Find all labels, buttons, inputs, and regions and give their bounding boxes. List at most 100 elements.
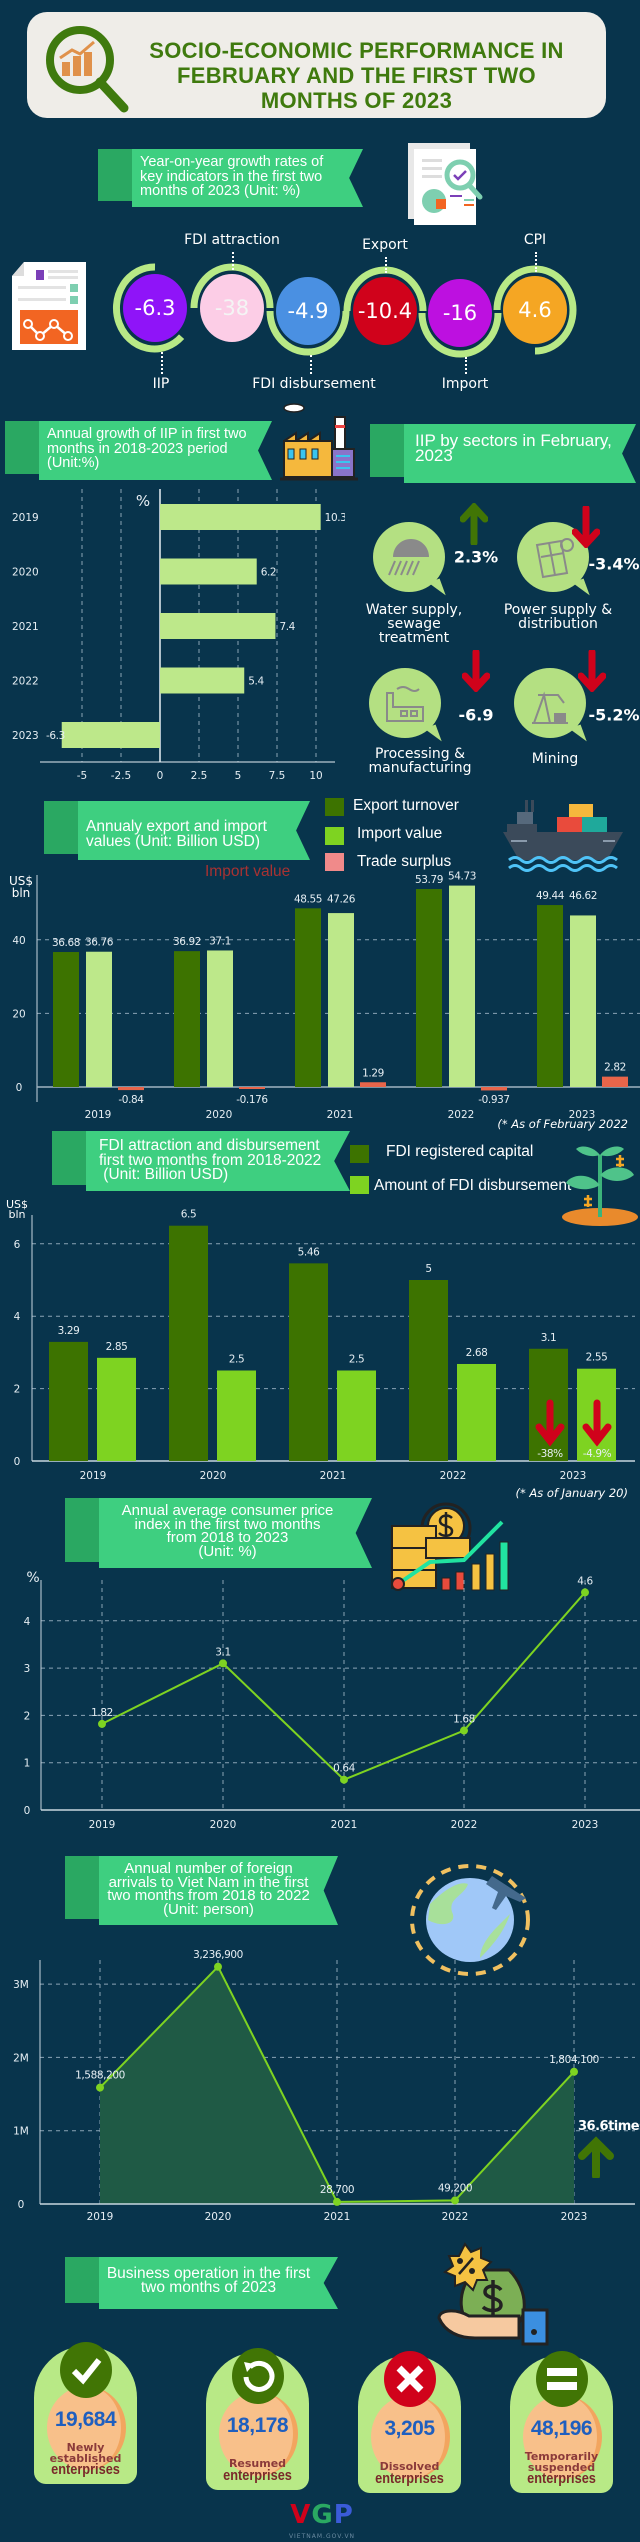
bar-value-label: -0.84 [118,1094,144,1106]
check-icon [60,2342,112,2398]
magnifier-chart-icon [46,26,129,113]
indicator-circle-iip: -6.3 [123,274,187,342]
y-tick-label: 0 [18,2199,25,2211]
indicator-ring-segment [113,263,185,353]
bar-import-value [449,885,475,1087]
page-title-line: MONTHS OF 2023 [260,88,453,113]
refresh-icon [232,2348,284,2404]
sector-bubble [369,668,442,746]
x-tick-label: 10 [309,770,322,782]
bar-value-label: 46.62 [569,890,597,902]
unit-text: bln [8,1208,26,1221]
trade-note: (* As of February 2022 [497,1117,628,1131]
bubble-tail [428,578,446,600]
x-tick-label: -5 [77,770,87,782]
factory-icon [280,403,358,481]
data-point [214,1962,222,1971]
logo-letter: G [311,2500,334,2530]
card-suffix: enterprises [51,2461,120,2478]
sector-label-line: Power supply & [503,602,613,618]
oil-pump-icon [532,691,568,724]
x-category-label: 2023 [572,1819,599,1831]
card-label: Resumed [206,2458,309,2469]
bar-fdi-disbursement [217,1370,256,1461]
point-value-label: 4.6 [577,1575,593,1587]
bar-trade-surplus [481,1087,507,1091]
card-label-line: established [49,2452,122,2465]
coins-growth-icon [391,1502,509,1591]
x-category-label: 2020 [210,1819,237,1831]
bubble-tail [424,724,442,746]
banner-text: two months of 2023 [140,2279,277,2296]
money-plant-icon [562,1146,638,1226]
y-tick-label: 0 [16,1082,23,1094]
data-point [96,2083,104,2092]
banner-text: first two months from 2018-2022 [99,1151,322,1169]
banner-text: months of 2023 (Unit: %) [140,183,301,199]
footer-site: VIETNAM.GOV.VN [288,2533,356,2540]
sector-label-line: distribution [518,616,598,632]
banner-text: Annual growth of IIP in first two [47,426,247,442]
fdi-banner: FDI attraction and disbursement first tw… [52,1131,350,1191]
sector-value: -3.4% [588,554,640,574]
x-category-label: 2023 [569,1109,596,1121]
indicator-circle-fdi-disbursement: -4.9 [276,277,340,345]
x-category-label: 2021 [331,1819,358,1831]
banner-text: Business operation in the first [106,2265,311,2282]
trade-y-unit: US$ bln [6,875,36,899]
unit-text: bln [11,886,31,900]
indicator-connector [161,352,163,374]
bar-value-label: 2.55 [586,1352,608,1364]
unit-text: US$ [5,1198,29,1211]
fdi-y-unit: US$ bln [2,1198,32,1221]
y-tick-label: 1 [24,1758,31,1770]
arrow-down-icon [462,650,490,692]
bar-value-label: 5 [425,1263,431,1275]
unit-text: US$ [8,874,34,888]
iip-sectors-banner: IIP by sectors in February, 2023 [370,424,636,483]
bar-value-label: 3.1 [541,1332,557,1344]
iip-growth-bar-chart: -5 -2.5 0 2.5 5 7.5 10% 2019 10.3 2020 6.2 2021 7.4 2… [12,489,345,782]
indicator-label: FDI disbursement [252,376,376,392]
bar-fdi-disbursement [97,1357,136,1461]
data-point [451,2196,459,2205]
data-point [333,2197,341,2206]
x-category-label: 2019 [85,1109,112,1121]
y-tick-label: 0 [14,1456,21,1468]
bar [160,504,321,530]
indicator-ring-segment [266,310,350,356]
bar-value-label: 49.44 [536,890,565,902]
bar-import-value [207,950,233,1087]
indicator-connector [465,357,467,374]
bar-fdi-registered [409,1280,448,1461]
bar-export-turnover [537,905,563,1087]
x-category-label: 2021 [327,1109,354,1121]
data-point [219,1659,227,1668]
arrow-up-icon [578,2136,614,2178]
business-card: 48,196 Temporarily suspended enterprises [510,2351,613,2493]
equals-icon [536,2351,588,2407]
banner-text: Year-on-year growth rates of [140,154,324,170]
bar-export-turnover [174,951,200,1087]
bar-value-label: 47.26 [327,893,356,905]
data-point [570,2067,578,2076]
arrivals-banner: Annual number of foreign arrivals to Vie… [65,1856,338,1925]
y-category-label: 2020 [12,567,39,579]
bar-value-label: 37.1 [209,935,231,947]
banner-text: two months from 2018 to 2022 [107,1887,310,1904]
business-card: 3,205 Dissolved enterprises [358,2351,461,2493]
point-value-label: 28,700 [320,2184,354,2196]
point-value-label: 3,236,900 [193,1950,243,1961]
x-category-label: 2023 [560,1470,587,1482]
area-fill [100,1966,574,2204]
globe-airplane-icon [410,1864,530,1976]
bar-export-turnover [53,952,79,1087]
bar-value-label: 5.4 [248,676,264,688]
x-tick-label: 2.5 [191,770,208,782]
banner-text: months in 2018-2023 period [47,440,228,457]
y-tick-label: 40 [12,935,25,947]
indicator-label: Export [362,237,408,253]
card-label-line: Temporarily [524,2450,599,2463]
logo-letter: P [333,2500,354,2530]
y-tick-label: 4 [24,1616,31,1628]
